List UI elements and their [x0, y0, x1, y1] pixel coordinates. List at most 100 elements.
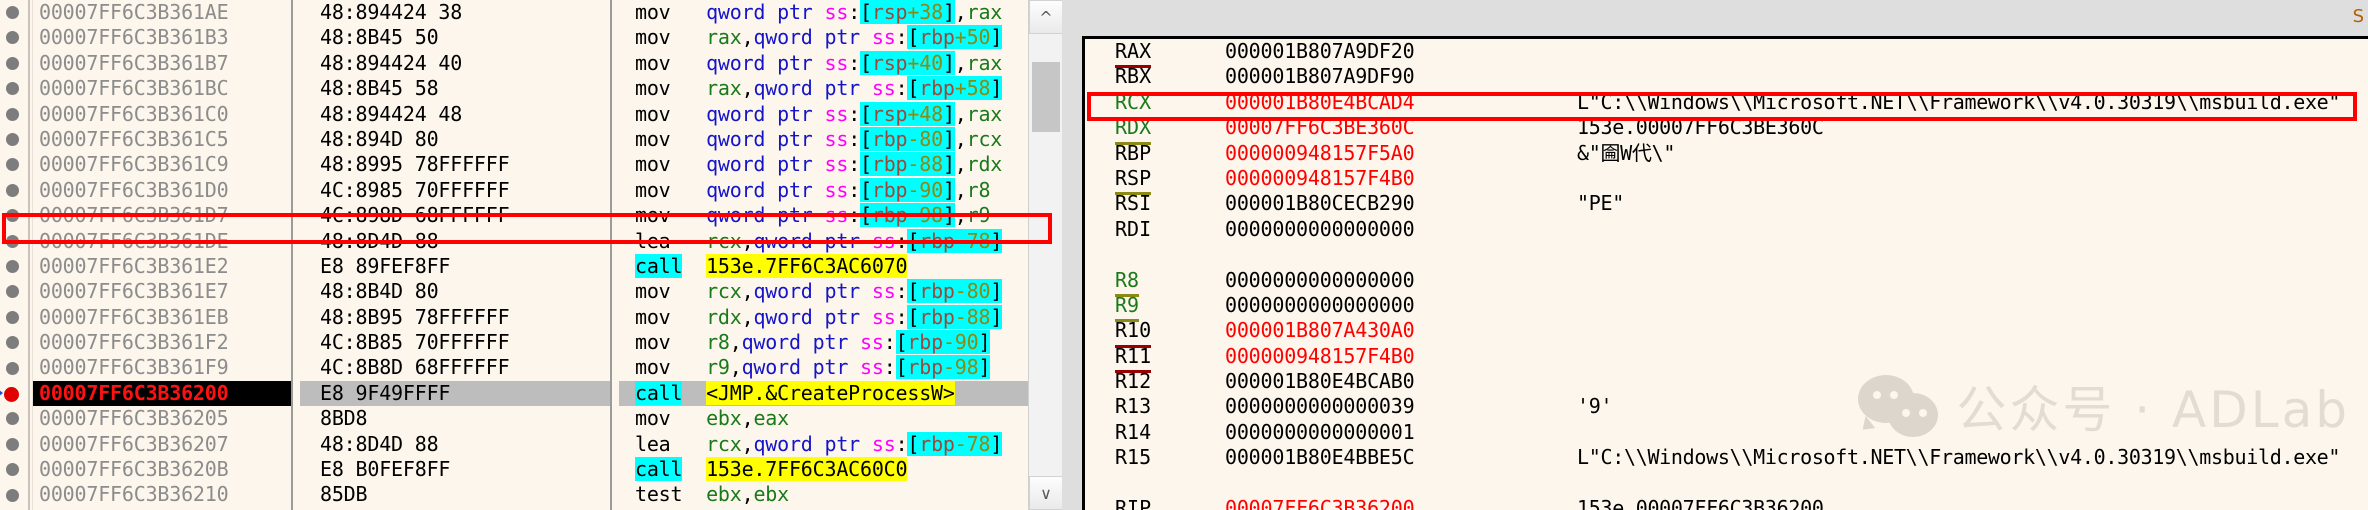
register-row[interactable]: R14 0000000000000001 — [1085, 420, 2368, 445]
breakpoint-marker[interactable] — [6, 260, 19, 273]
register-value[interactable]: 000001B80E4BBE5C — [1225, 445, 1415, 470]
breakpoint-marker[interactable] — [6, 336, 19, 350]
disassembly-row[interactable]: 00007FF6C3B36207 48:8D4D 88 lea rcx,qword … — [33, 431, 1062, 458]
instruction-bytes: 48:8B95 78FFFFFF — [320, 304, 510, 329]
register-row[interactable]: RIP 00007FF6C3B36200 153e.00007FF6C3B36200 — [1085, 496, 2368, 510]
register-name: R11 — [1115, 344, 1225, 374]
registers-list[interactable]: RAX 000001B807A9DF20 RBX 000001B807A9DF90 RC… — [1082, 36, 2368, 510]
scroll-up-arrow-icon[interactable]: ^ — [1029, 0, 1062, 34]
register-value[interactable]: 000000948157F5A0 — [1225, 140, 1415, 165]
column-separator — [291, 76, 300, 102]
disassembly-row-current[interactable]: 00007FF6C3B36200 E8 9F49FFFF call <JMP.&Cr… — [33, 380, 1062, 407]
column-separator — [610, 25, 619, 51]
register-name: RSP — [1115, 166, 1225, 196]
register-value[interactable]: 0000000000000000 — [1225, 267, 1415, 292]
register-row[interactable]: R8 0000000000000000 — [1085, 267, 2368, 297]
register-value[interactable]: 000001B80E4BCAB0 — [1225, 369, 1415, 394]
instruction-bytes: 4C:8985 70FFFFFF — [320, 177, 510, 202]
disassembly-rows[interactable]: 00007FF6C3B361AE 48:894424 38 mov qword pt… — [33, 0, 1062, 510]
breakpoint-marker-active[interactable] — [4, 387, 19, 402]
register-name: RDI — [1115, 216, 1152, 241]
register-row[interactable]: R12 000001B80E4BCAB0 — [1085, 369, 2368, 394]
disassembly-row[interactable]: 00007FF6C3B361BC 48:8B45 58 mov rax,qword … — [33, 76, 1062, 102]
disassembly-row[interactable]: 00007FF6C3B361B3 48:8B45 50 mov rax,qword … — [33, 25, 1062, 51]
register-value[interactable]: 000001B807A430A0 — [1225, 318, 1415, 343]
register-row[interactable]: RDX 00007FF6C3BE360C 153e.00007FF6C3BE360C — [1085, 115, 2368, 145]
breakpoint-marker[interactable] — [6, 31, 19, 45]
register-value[interactable]: 00007FF6C3B36200 — [1225, 496, 1415, 510]
register-row[interactable]: R15 000001B80E4BBE5C L"C:\\Windows\\Micros… — [1085, 445, 2368, 470]
breakpoint-marker[interactable] — [6, 6, 19, 19]
register-row[interactable]: R11 000000948157F4B0 — [1085, 343, 2368, 374]
register-value[interactable]: 000000948157F4B0 — [1225, 165, 1415, 190]
disassembly-row[interactable]: 00007FF6C3B361D7 4C:898D 68FFFFFF mov qwor… — [33, 203, 1062, 229]
disassembly-row[interactable]: 00007FF6C3B36210 85DB test ebx,ebx — [33, 482, 1062, 508]
register-value[interactable]: 0000000000000000 — [1225, 292, 1415, 317]
breakpoint-marker[interactable] — [6, 107, 19, 121]
disassembly-row[interactable]: 00007FF6C3B361F9 4C:8B8D 68FFFFFF mov r9,q… — [33, 355, 1062, 381]
disassembly-row[interactable]: 00007FF6C3B3620B E8 B0FEF8FF call 153e.7FF… — [33, 457, 1062, 483]
register-value[interactable]: 000000948157F4B0 — [1225, 343, 1415, 368]
disassembly-row[interactable]: 00007FF6C3B361AE 48:894424 38 mov qword pt… — [33, 0, 1062, 26]
disassembly-row[interactable]: 00007FF6C3B361C0 48:894424 48 mov qword pt… — [33, 101, 1062, 127]
disassembly-row[interactable]: 00007FF6C3B361F2 4C:8B85 70FFFFFF mov r8,q… — [33, 330, 1062, 356]
breakpoint-marker[interactable] — [6, 310, 19, 324]
register-row[interactable]: RBP 000000948157F5A0 &"圇W代\" — [1085, 141, 2368, 166]
register-value[interactable]: 00007FF6C3BE360C — [1225, 115, 1415, 140]
register-row[interactable]: RBX 000001B807A9DF90 — [1085, 64, 2368, 89]
disassembly-row[interactable]: 00007FF6C3B361B7 48:894424 40 mov qword pt… — [33, 50, 1062, 77]
breakpoint-marker[interactable] — [6, 234, 19, 248]
register-value[interactable]: 000001B80CECB290 — [1225, 191, 1415, 216]
breakpoint-marker[interactable] — [6, 437, 19, 451]
register-row[interactable]: RSI 000001B80CECB290 "PE" — [1085, 191, 2368, 216]
register-row[interactable]: RAX 000001B807A9DF20 — [1085, 39, 2368, 69]
register-value[interactable]: 0000000000000039 — [1225, 394, 1415, 419]
breakpoint-marker[interactable] — [6, 158, 19, 172]
column-separator — [291, 482, 300, 508]
instruction-bytes: 48:8B45 58 — [320, 76, 439, 101]
instruction-text: mov r8,qword ptr ss:[rbp-90] — [635, 330, 991, 355]
register-name: RCX — [1115, 89, 1152, 114]
breakpoint-marker[interactable] — [6, 82, 19, 96]
register-row[interactable]: RCX 000001B80E4BCAD4 L"C:\\Windows\\Micros… — [1085, 90, 2368, 115]
breakpoint-marker[interactable] — [6, 285, 19, 299]
column-separator — [610, 304, 619, 331]
disassembly-row[interactable]: 00007FF6C3B361C9 48:8995 78FFFFFF mov qwor… — [33, 152, 1062, 178]
register-row[interactable]: RDI 0000000000000000 — [1085, 217, 2368, 242]
breakpoint-marker[interactable] — [6, 488, 19, 502]
register-row[interactable]: RSP 000000948157F4B0 — [1085, 165, 2368, 196]
register-value[interactable]: 0000000000000000 — [1225, 216, 1415, 241]
breakpoint-marker[interactable] — [6, 412, 19, 426]
breakpoint-marker[interactable] — [6, 133, 19, 146]
register-value[interactable]: 000001B807A9DF20 — [1225, 39, 1415, 63]
disassembly-row[interactable]: 00007FF6C3B361C5 48:894D 80 mov qword ptr … — [33, 126, 1062, 153]
breakpoint-marker[interactable] — [6, 463, 19, 477]
register-value[interactable]: 000001B80E4BCAD4 — [1225, 89, 1415, 114]
column-separator — [291, 431, 300, 458]
register-value[interactable]: 000001B807A9DF90 — [1225, 64, 1415, 89]
disassembly-row[interactable]: 00007FF6C3B361E2 E8 89FEF8FF call 153e.7FF… — [33, 253, 1062, 280]
breakpoint-marker[interactable] — [6, 209, 19, 223]
column-separator — [291, 50, 300, 77]
disassembly-scrollbar[interactable]: ^ ∨ — [1028, 0, 1062, 510]
disassembly-row[interactable]: 00007FF6C3B361DE 48:8D4D 88 lea rcx,qword … — [33, 228, 1062, 254]
instruction-address: 00007FF6C3B361C9 — [39, 152, 229, 177]
disassembly-pane[interactable]: 00007FF6C3B361AE 48:894424 38 mov qword pt… — [0, 0, 1062, 510]
scroll-down-arrow-icon[interactable]: ∨ — [1029, 476, 1062, 510]
register-row[interactable]: R9 0000000000000000 — [1085, 292, 2368, 323]
register-row[interactable]: R13 0000000000000039 '9' — [1085, 394, 2368, 419]
breakpoint-marker[interactable] — [6, 183, 19, 197]
disassembly-row[interactable]: 00007FF6C3B36212 0F95C0 setne al — [33, 507, 1062, 510]
disassembly-row[interactable]: 00007FF6C3B36205 8BD8 mov ebx,eax — [33, 406, 1062, 432]
breakpoint-gutter[interactable] — [0, 0, 28, 510]
disassembly-row[interactable]: 00007FF6C3B361D0 4C:8985 70FFFFFF mov qwor… — [33, 177, 1062, 204]
registers-pane[interactable]: S RAX 000001B807A9DF20 RBX 000001B807A9DF90… — [1062, 0, 2368, 510]
register-name: RBX — [1115, 64, 1152, 89]
register-value[interactable]: 0000000000000001 — [1225, 419, 1415, 444]
register-row[interactable]: R10 000001B807A430A0 — [1085, 318, 2368, 348]
scrollbar-thumb[interactable] — [1032, 62, 1060, 132]
disassembly-row[interactable]: 00007FF6C3B361EB 48:8B95 78FFFFFF mov rdx,… — [33, 304, 1062, 331]
disassembly-row[interactable]: 00007FF6C3B361E7 48:8B4D 80 mov rcx,qword … — [33, 279, 1062, 305]
breakpoint-marker[interactable] — [6, 361, 19, 375]
breakpoint-marker[interactable] — [6, 56, 19, 70]
